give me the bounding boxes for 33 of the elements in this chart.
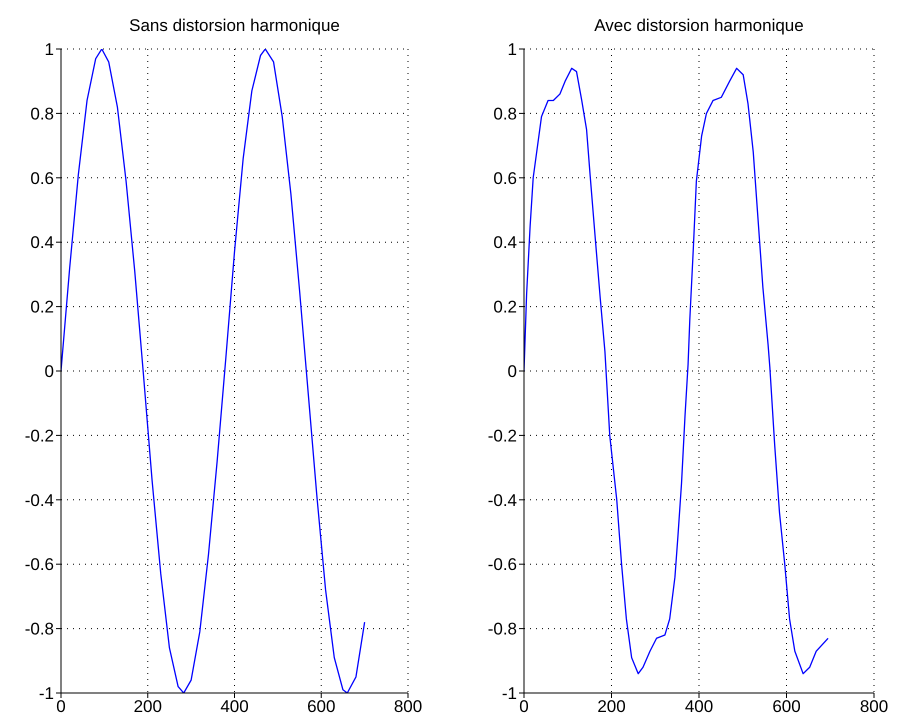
y-tick-label: 0.6 (493, 168, 517, 188)
line-series (524, 68, 829, 674)
y-tick-label: 0.2 (493, 298, 517, 317)
y-tick-label: -0.4 (488, 490, 517, 510)
y-tick-label: -0.4 (24, 490, 54, 510)
y-tick-label: -1 (502, 684, 517, 704)
y-tick-label: 0 (44, 362, 54, 382)
x-tick-label: 400 (684, 697, 714, 716)
y-tick-label: 1 (508, 40, 517, 60)
y-tick-label: -0.2 (488, 426, 517, 446)
x-tick-label: 600 (307, 697, 336, 716)
x-tick-label: 600 (772, 697, 801, 716)
y-tick-label: 0 (508, 362, 517, 382)
x-tick-label: 800 (394, 697, 422, 716)
y-tick-label: 0.8 (493, 104, 517, 124)
y-tick-label: -0.6 (488, 555, 517, 574)
y-tick-label: -0.2 (24, 426, 54, 446)
y-tick-label: 0.8 (30, 104, 54, 124)
y-tick-label: 0.6 (30, 168, 54, 188)
x-tick-label: 400 (220, 697, 249, 716)
y-tick-label: -1 (38, 684, 54, 704)
x-tick-label: 800 (860, 697, 888, 716)
chart-title: Avec distorsion harmonique (593, 16, 805, 36)
y-tick-label: -0.6 (24, 555, 54, 574)
x-tick-label: 200 (134, 697, 162, 716)
x-tick-label: 200 (597, 697, 626, 716)
y-tick-label: -0.8 (488, 620, 517, 639)
y-tick-label: 0.4 (493, 233, 517, 252)
y-tick-label: 0.2 (30, 298, 54, 317)
y-tick-label: 1 (44, 40, 54, 60)
chart-title: Sans distorsion harmonique (128, 16, 341, 36)
y-tick-label: -0.8 (24, 620, 54, 639)
y-tick-label: 0.4 (30, 233, 54, 252)
